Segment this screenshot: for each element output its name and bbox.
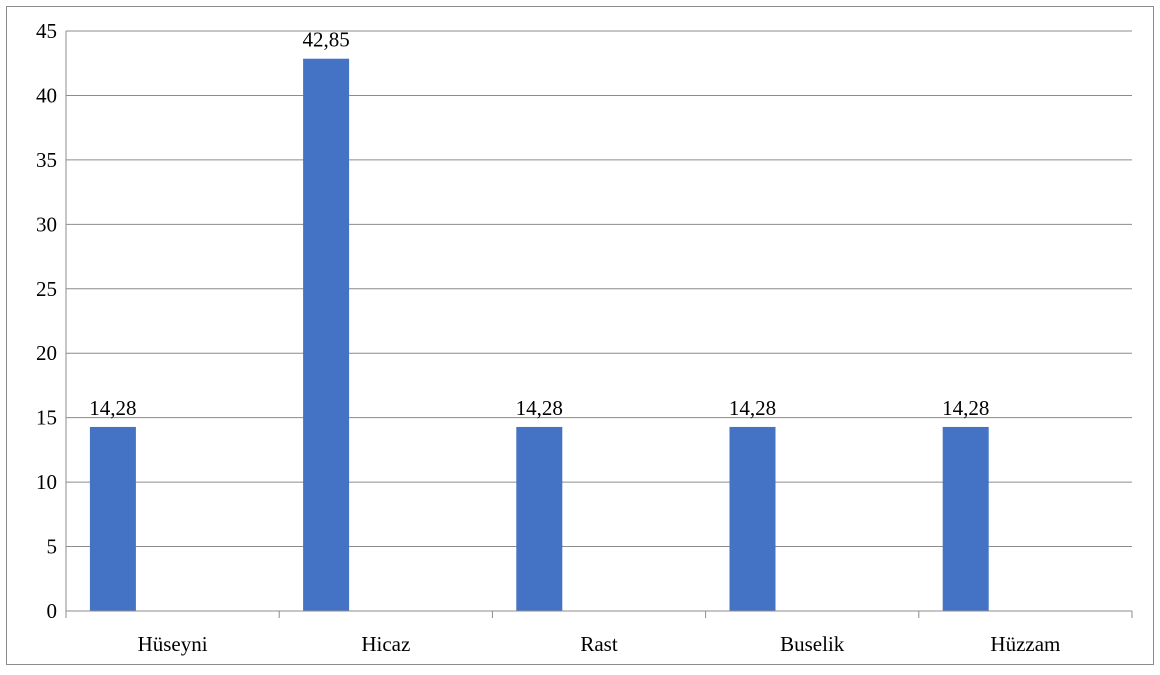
y-tick-label: 15 <box>36 406 57 430</box>
y-tick-label: 20 <box>36 341 57 365</box>
bar <box>516 426 563 611</box>
bar <box>89 426 136 611</box>
y-tick-label: 45 <box>36 19 57 43</box>
bar <box>729 426 776 611</box>
data-label: 42,85 <box>302 28 349 52</box>
data-label: 14,28 <box>942 396 989 420</box>
data-label: 14,28 <box>89 396 136 420</box>
x-tick-label: Hüzzam <box>990 632 1060 656</box>
data-label: 14,28 <box>729 396 776 420</box>
y-tick-label: 35 <box>36 148 57 172</box>
x-tick-label: Hüseyni <box>138 632 208 656</box>
labels: 0 5 10 15 20 25 30 35 40 45 14,28 Hüseyni 42,85 Hicaz… <box>36 19 1060 656</box>
y-tick-label: 25 <box>36 277 57 301</box>
bars <box>89 58 989 611</box>
bar-chart: 0 5 10 15 20 25 30 35 40 45 14,28 Hüseyni 42,85 Hicaz… <box>36 19 1133 656</box>
y-tick-label: 30 <box>36 212 57 236</box>
chart-frame: 0 5 10 15 20 25 30 35 40 45 14,28 Hüseyni 42,85 Hicaz… <box>6 6 1154 665</box>
axes <box>65 31 1133 618</box>
y-tick-label: 5 <box>47 535 58 559</box>
y-tick-label: 40 <box>36 83 57 107</box>
data-label: 14,28 <box>516 396 563 420</box>
x-tick-label: Buselik <box>780 632 845 656</box>
x-tick-label: Hicaz <box>361 632 410 656</box>
y-tick-label: 10 <box>36 470 57 494</box>
bar <box>942 426 989 611</box>
gridlines <box>66 30 1132 548</box>
bar <box>303 58 350 611</box>
x-tick-label: Rast <box>580 632 618 656</box>
y-tick-label: 0 <box>47 599 58 623</box>
